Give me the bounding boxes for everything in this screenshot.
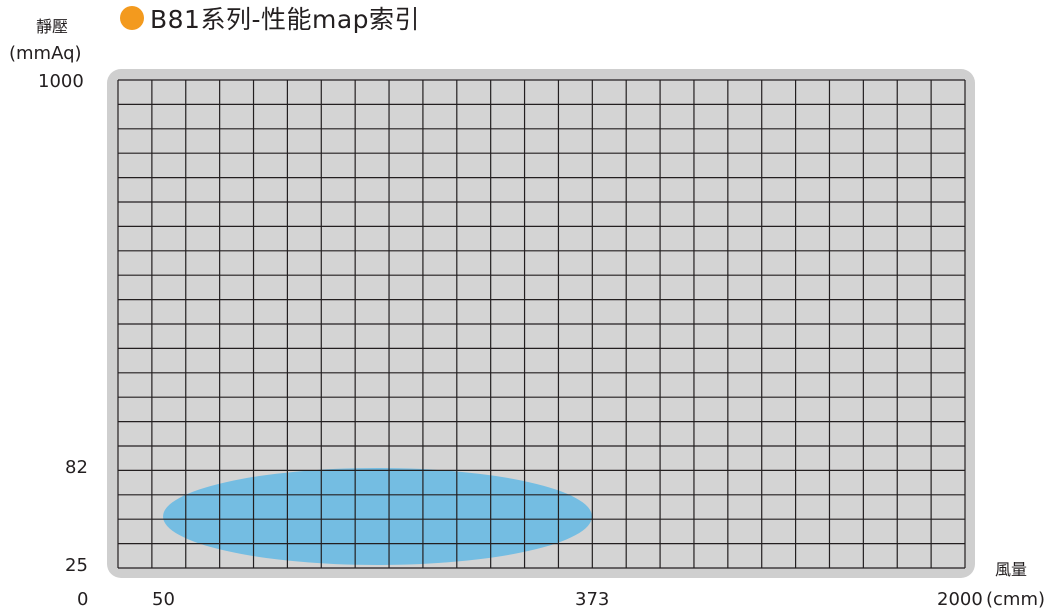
orange-bullet-icon [120, 6, 144, 30]
x-axis-label-line1: 風量 [995, 560, 1028, 579]
y-tick-label-25: 25 [65, 555, 88, 576]
y-tick-label-0: 0 [77, 589, 89, 610]
x-axis-label-line2: (cmm) [986, 589, 1046, 610]
y-tick-label-82: 82 [65, 457, 88, 478]
y-axis-label-line1: 靜壓 [36, 17, 69, 36]
chart-title: B81系列-性能map索引 [120, 0, 420, 36]
y-axis-label-line2: (mmAq) [9, 43, 82, 64]
x-tick-label-373: 373 [575, 589, 610, 610]
chart-title-text: B81系列-性能map索引 [150, 5, 421, 34]
x-tick-label-2000: 2000 [937, 589, 983, 610]
operating-region-ellipse [163, 468, 592, 565]
y-tick-label-1000: 1000 [38, 71, 84, 92]
x-tick-label-50: 50 [152, 589, 175, 610]
